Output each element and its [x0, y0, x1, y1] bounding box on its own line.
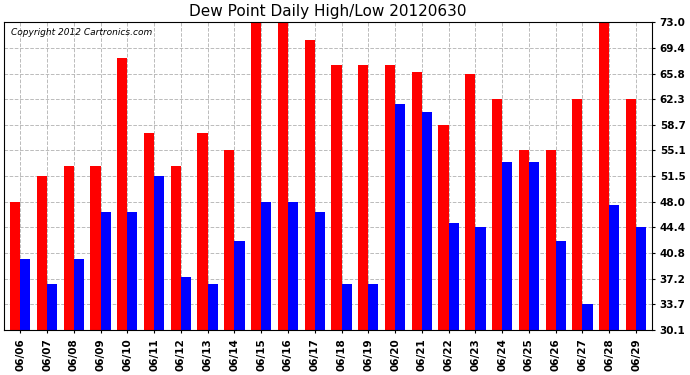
- Bar: [208, 284, 218, 330]
- Text: Copyright 2012 Cartronics.com: Copyright 2012 Cartronics.com: [10, 28, 152, 37]
- Bar: [315, 212, 325, 330]
- Bar: [342, 284, 352, 330]
- Bar: [37, 176, 47, 330]
- Bar: [358, 65, 368, 330]
- Bar: [251, 22, 262, 330]
- Bar: [422, 112, 432, 330]
- Bar: [385, 65, 395, 330]
- Bar: [448, 223, 459, 330]
- Bar: [529, 162, 539, 330]
- Bar: [395, 105, 405, 330]
- Bar: [502, 162, 512, 330]
- Bar: [47, 284, 57, 330]
- Bar: [90, 166, 101, 330]
- Bar: [331, 65, 342, 330]
- Bar: [492, 99, 502, 330]
- Bar: [63, 166, 74, 330]
- Bar: [438, 124, 449, 330]
- Bar: [128, 212, 137, 330]
- Bar: [288, 201, 298, 330]
- Title: Dew Point Daily High/Low 20120630: Dew Point Daily High/Low 20120630: [189, 4, 467, 19]
- Bar: [197, 133, 208, 330]
- Bar: [74, 259, 84, 330]
- Bar: [101, 212, 110, 330]
- Bar: [582, 304, 593, 330]
- Bar: [144, 133, 154, 330]
- Bar: [262, 201, 271, 330]
- Bar: [572, 99, 582, 330]
- Bar: [555, 241, 566, 330]
- Bar: [304, 40, 315, 330]
- Bar: [181, 277, 191, 330]
- Bar: [117, 58, 128, 330]
- Bar: [546, 150, 555, 330]
- Bar: [170, 166, 181, 330]
- Bar: [20, 259, 30, 330]
- Bar: [465, 74, 475, 330]
- Bar: [368, 284, 378, 330]
- Bar: [519, 150, 529, 330]
- Bar: [599, 22, 609, 330]
- Bar: [278, 22, 288, 330]
- Bar: [10, 201, 20, 330]
- Bar: [475, 228, 486, 330]
- Bar: [609, 205, 620, 330]
- Bar: [224, 150, 235, 330]
- Bar: [636, 228, 646, 330]
- Bar: [412, 72, 422, 330]
- Bar: [154, 176, 164, 330]
- Bar: [626, 99, 636, 330]
- Bar: [235, 241, 244, 330]
